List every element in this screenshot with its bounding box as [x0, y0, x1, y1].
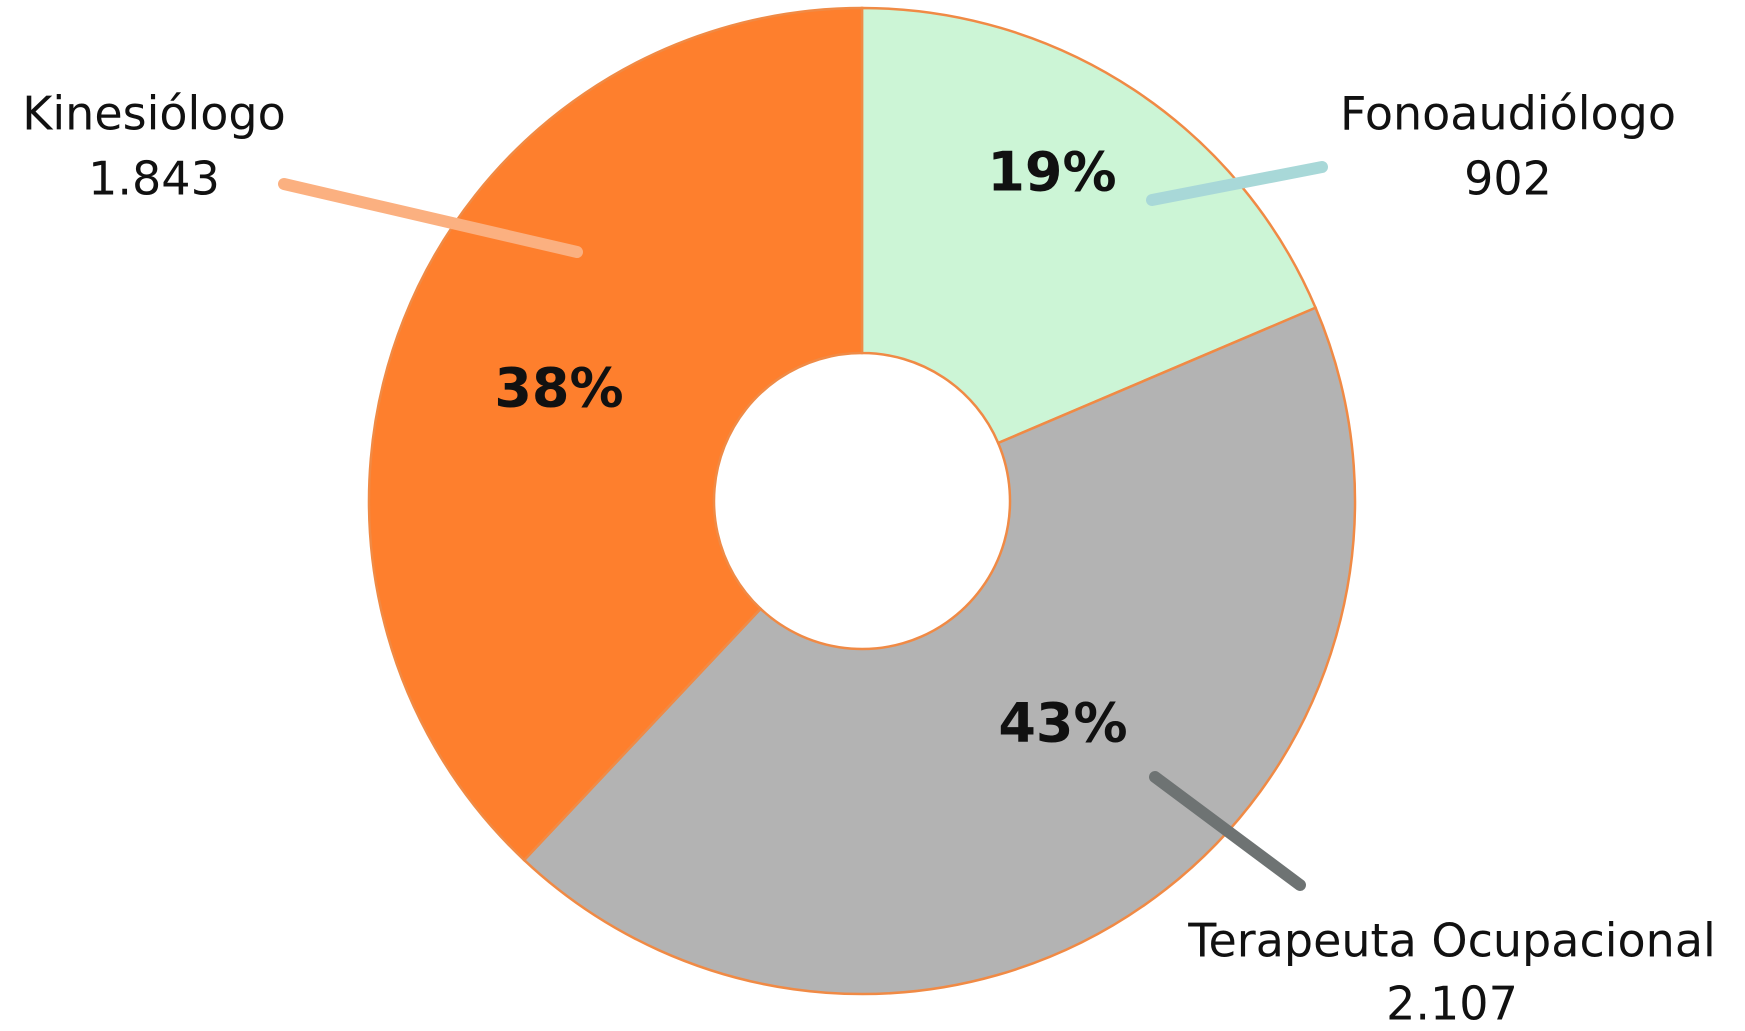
donut-slice	[860, 6, 1318, 445]
leader-line	[1149, 771, 1306, 891]
value-label: 1.843	[88, 152, 220, 206]
category-label: Terapeuta Ocupacional	[1187, 914, 1716, 968]
donut-slice	[367, 6, 864, 862]
percentage-label: 38%	[494, 357, 623, 420]
leader-lines	[278, 161, 1328, 891]
leader-line	[278, 178, 583, 258]
category-label: Kinesiólogo	[22, 87, 286, 141]
leader-line	[1146, 161, 1328, 206]
category-label: Fonoaudiólogo	[1340, 87, 1676, 141]
percentage-label: 19%	[987, 141, 1116, 204]
value-label: 902	[1464, 152, 1552, 206]
donut-slice	[522, 306, 1357, 996]
percentage-label: 43%	[998, 692, 1127, 755]
value-label: 2.107	[1386, 977, 1518, 1031]
